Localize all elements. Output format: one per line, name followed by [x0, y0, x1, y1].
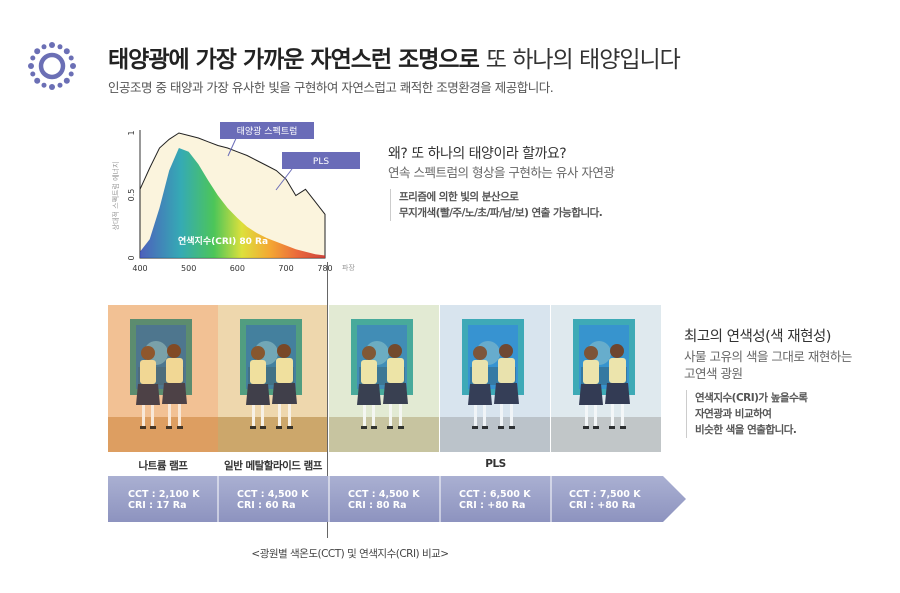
photo-sodium	[108, 305, 218, 452]
photo-metal-halide	[218, 305, 328, 452]
lamp-label-metal-halide: 일반 메탈할라이드 램프	[224, 460, 322, 472]
spec-pls-2: CCT : 6,500 K CRI : +80 Ra	[459, 489, 531, 511]
page-subtitle: 인공조명 중 태양과 가장 유사한 빛을 구현하여 자연스럽고 쾌적한 조명환경…	[108, 80, 554, 95]
comparison-caption: <광원별 색온도(CCT) 및 연색지수(CRI) 비교>	[251, 548, 449, 560]
prism-note-line-1: 프리즘에 의한 빛의 분산으로	[399, 191, 519, 203]
why-answer: 연속 스펙트럼의 형상을 구현하는 유사 자연광	[388, 165, 615, 180]
spec-metal-halide: CCT : 4,500 K CRI : 60 Ra	[237, 489, 309, 511]
divider-line	[327, 262, 328, 538]
prism-note: 프리즘에 의한 빛의 분산으로 무지개색(빨/주/노/초/파/남/보) 연출 가…	[390, 189, 603, 221]
cct-value: CCT : 6,500 K	[459, 489, 531, 500]
cri-value: CRI : 17 Ra	[128, 500, 187, 511]
x-axis-label: 파장	[342, 263, 355, 272]
y-axis: 1 0.5 0 상대적 스펙트럼 에너지	[111, 130, 141, 261]
callout-sun-spectrum: 태양광 스펙트럼	[220, 122, 314, 157]
sun-spectrum-label: 태양광 스펙트럼	[237, 125, 298, 137]
y-tick-label: 1	[127, 130, 136, 135]
photo-pls-3	[551, 305, 661, 452]
series-pls-area	[140, 148, 325, 258]
cct-value: CCT : 4,500 K	[348, 489, 420, 500]
lamp-label-pls: PLS	[485, 458, 506, 470]
x-tick-label: 780	[317, 264, 332, 273]
spectrum-chart: 1 0.5 0 상대적 스펙트럼 에너지 400 500 600 700 780 파장 …	[111, 122, 360, 273]
cri-annotation: 연색지수(CRI) 80 Ra	[178, 235, 268, 247]
cri-note-line-2: 자연광과 비교하여	[695, 408, 772, 420]
color-rendering-sub-1: 사물 고유의 색을 그대로 재현하는	[684, 349, 852, 364]
spec-band	[108, 476, 686, 522]
cri-value: CRI : 80 Ra	[348, 500, 407, 511]
photo-pls-2	[440, 305, 550, 452]
cri-value: CRI : 60 Ra	[237, 500, 296, 511]
cri-note-line-3: 비슷한 색을 연출합니다.	[695, 424, 797, 436]
x-ticks: 400 500 600 700 780	[132, 264, 332, 273]
y-tick-label: 0	[127, 255, 136, 260]
sun-icon	[28, 42, 76, 90]
x-tick-label: 700	[278, 264, 293, 273]
cct-value: CCT : 4,500 K	[237, 489, 309, 500]
pls-label: PLS	[313, 157, 329, 167]
spec-pls-1: CCT : 4,500 K CRI : 80 Ra	[348, 489, 420, 511]
cri-note: 연색지수(CRI)가 높을수록 자연광과 비교하여 비슷한 색을 연출합니다.	[686, 390, 808, 438]
x-tick-label: 600	[230, 264, 245, 273]
x-tick-label: 500	[181, 264, 196, 273]
title-light: 또 하나의 태양입니다	[485, 47, 681, 73]
y-tick-label: 0.5	[127, 189, 136, 202]
spec-sodium: CCT : 2,100 K CRI : 17 Ra	[128, 489, 200, 511]
lamp-label-sodium: 나트륨 램프	[138, 460, 188, 472]
x-tick-label: 400	[132, 264, 147, 273]
cri-note-line-1: 연색지수(CRI)가 높을수록	[695, 392, 808, 404]
page-title: 태양광에 가장 가까운 자연스런 조명으로 또 하나의 태양입니다	[108, 40, 681, 74]
color-rendering-sub-2: 고연색 광원	[684, 366, 743, 381]
cct-value: CCT : 7,500 K	[569, 489, 641, 500]
y-axis-label: 상대적 스펙트럼 에너지	[111, 162, 120, 231]
cri-value: CRI : +80 Ra	[569, 500, 636, 511]
why-question: 왜? 또 하나의 태양이라 할까요?	[388, 146, 567, 162]
cri-value: CRI : +80 Ra	[459, 500, 526, 511]
spec-pls-3: CCT : 7,500 K CRI : +80 Ra	[569, 489, 641, 511]
callout-pls: PLS	[275, 152, 360, 191]
title-bold: 태양광에 가장 가까운 자연스런 조명으로	[108, 47, 480, 73]
prism-note-line-2: 무지개색(빨/주/노/초/파/남/보) 연출 가능합니다.	[399, 207, 603, 219]
color-rendering-title: 최고의 연색성(색 재현성)	[684, 329, 831, 345]
photo-pls-1	[329, 305, 439, 452]
cct-value: CCT : 2,100 K	[128, 489, 200, 500]
